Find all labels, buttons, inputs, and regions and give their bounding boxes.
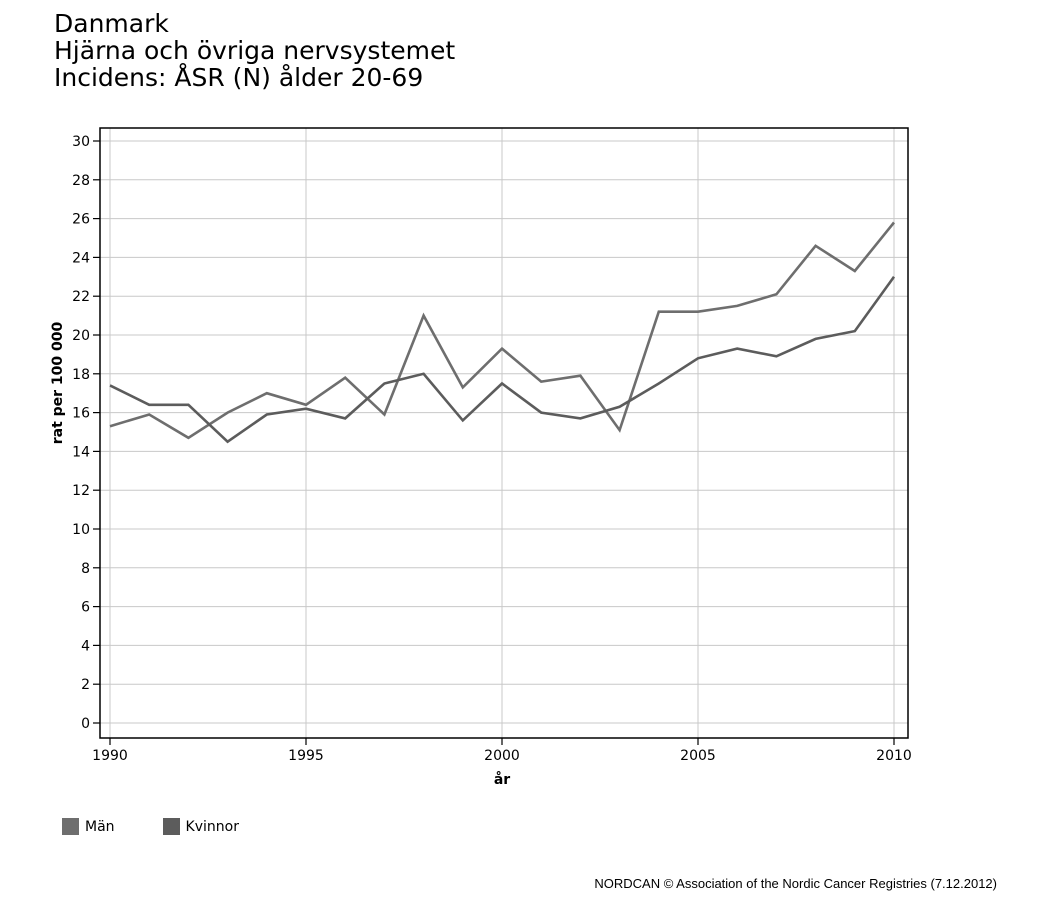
series-line-kvinnor: [109, 276, 896, 444]
series-line-man: [109, 221, 896, 440]
x-axis-label: år: [494, 771, 510, 788]
legend-label-kvinnor: Kvinnor: [185, 818, 239, 835]
series-lines: [109, 221, 896, 444]
y-tick-label: 2: [81, 677, 90, 693]
x-tick-label: 1995: [288, 748, 324, 764]
y-tick-label: 24: [72, 250, 90, 266]
title-country: Danmark: [54, 9, 169, 38]
grid-lines: [100, 128, 908, 738]
y-tick-label: 10: [72, 522, 90, 538]
legend-label-man: Män: [85, 818, 115, 835]
chart-titles: Danmark Hjärna och övriga nervsystemet I…: [54, 10, 455, 91]
y-tick-label: 30: [72, 134, 90, 150]
legend-swatch-man: [62, 818, 79, 835]
source-credit: NORDCAN © Association of the Nordic Canc…: [594, 876, 997, 891]
x-tick-label: 2010: [876, 748, 912, 764]
legend: Män Kvinnor: [62, 818, 239, 835]
y-tick-label: 12: [72, 483, 90, 499]
y-tick-label: 22: [72, 289, 90, 305]
y-tick-label: 4: [81, 638, 90, 654]
x-tick-label: 2000: [484, 748, 520, 764]
legend-item-kvinnor: Kvinnor: [162, 818, 239, 835]
y-tick-label: 0: [81, 716, 90, 732]
y-axis-label: rat per 100 000: [50, 321, 66, 444]
y-tick-label: 8: [81, 561, 90, 577]
y-tick-label: 18: [72, 367, 90, 383]
title-measure: Incidens: ÅSR (N) ålder 20-69: [54, 63, 424, 92]
plot-frame: [99, 127, 909, 739]
legend-swatch-kvinnor: [162, 818, 180, 835]
y-tick-label: 28: [72, 173, 90, 189]
y-tick-label: 20: [72, 328, 90, 344]
x-tick-label: 1990: [92, 748, 128, 764]
y-tick-label: 14: [72, 444, 90, 460]
x-tick-label: 2005: [680, 748, 716, 764]
y-tick-label: 26: [72, 212, 90, 228]
y-tick-label: 6: [81, 600, 90, 616]
legend-item-man: Män: [62, 818, 115, 835]
title-site: Hjärna och övriga nervsystemet: [54, 36, 456, 65]
y-tick-label: 16: [72, 406, 90, 422]
